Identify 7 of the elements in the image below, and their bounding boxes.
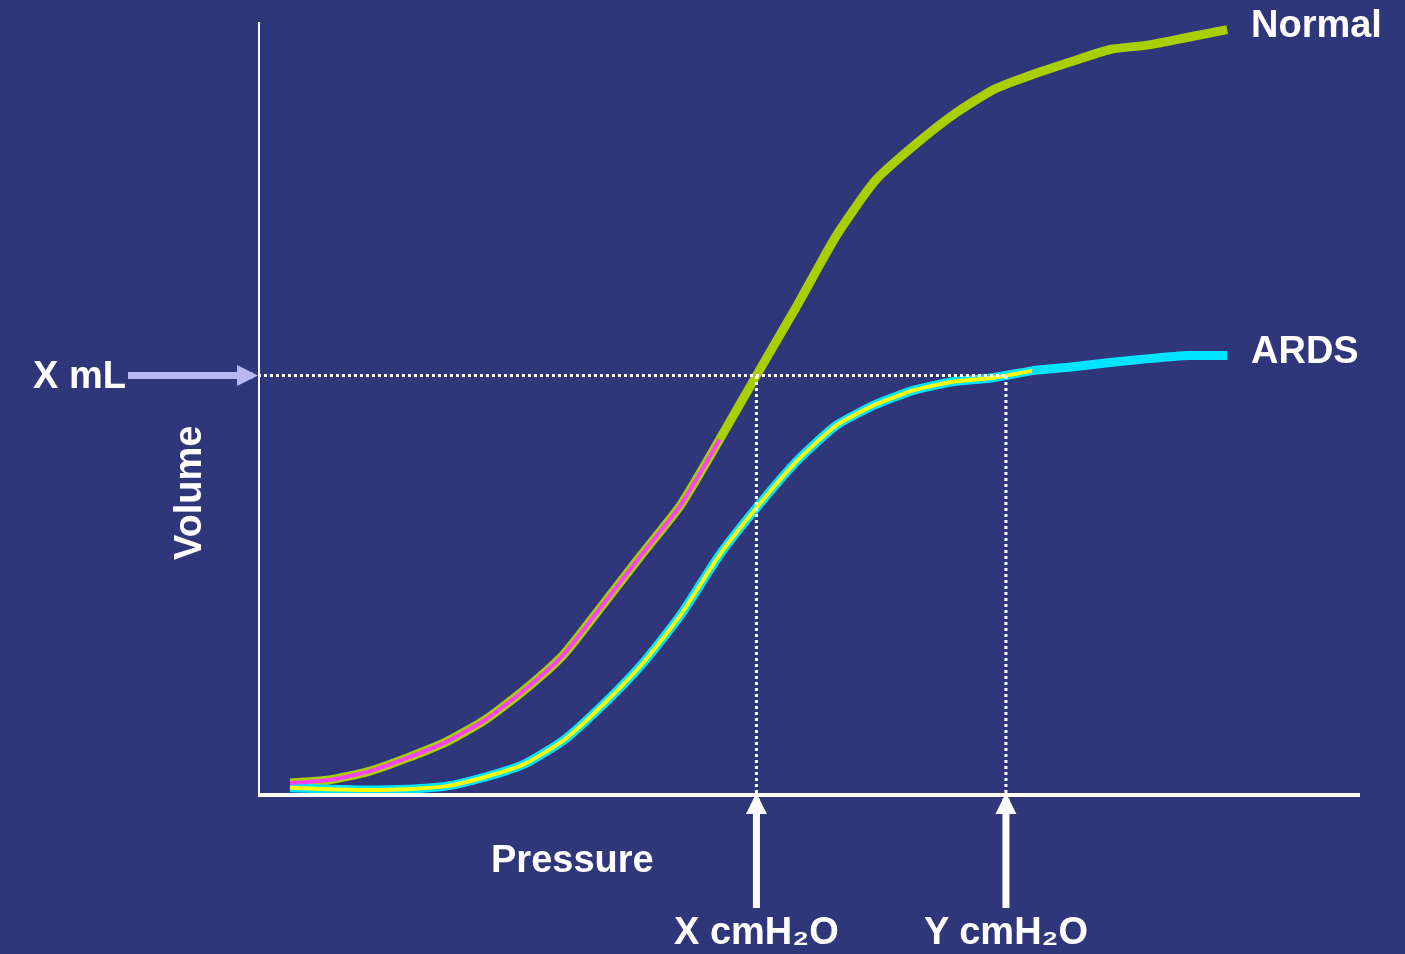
x-axis-title: Pressure [491,838,654,880]
series-label: ARDS [1251,329,1359,371]
text: X cmH₂O [674,910,839,952]
series-label: Normal [1251,3,1382,45]
ref-line-label: X mL [33,354,126,396]
y-axis-title: Volume [166,425,209,561]
text: Y cmH₂O [924,910,1089,952]
